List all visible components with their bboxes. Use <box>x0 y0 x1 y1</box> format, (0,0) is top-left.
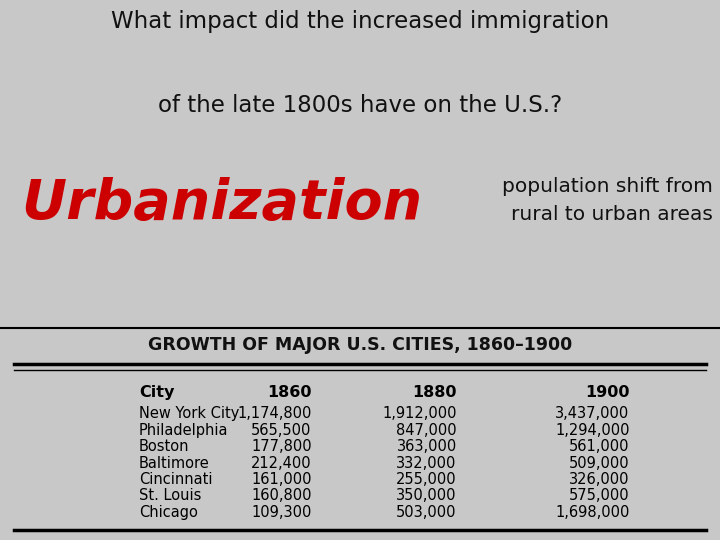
Text: 503,000: 503,000 <box>396 505 456 520</box>
Text: 177,800: 177,800 <box>251 439 312 454</box>
Text: 1,912,000: 1,912,000 <box>382 406 456 421</box>
Text: 161,000: 161,000 <box>251 472 312 487</box>
Text: 255,000: 255,000 <box>396 472 456 487</box>
Text: 565,500: 565,500 <box>251 423 312 438</box>
Text: 1880: 1880 <box>413 385 456 400</box>
Text: 1,698,000: 1,698,000 <box>555 505 629 520</box>
Text: 363,000: 363,000 <box>397 439 456 454</box>
Text: Cincinnati: Cincinnati <box>139 472 212 487</box>
Text: 1860: 1860 <box>267 385 312 400</box>
Text: 160,800: 160,800 <box>251 488 312 503</box>
Text: Baltimore: Baltimore <box>139 456 210 470</box>
Text: New York City: New York City <box>139 406 239 421</box>
Text: 212,400: 212,400 <box>251 456 312 470</box>
Text: population shift from
rural to urban areas: population shift from rural to urban are… <box>502 178 713 225</box>
Text: Urbanization: Urbanization <box>22 178 423 232</box>
Text: 1,174,800: 1,174,800 <box>238 406 312 421</box>
Text: City: City <box>139 385 174 400</box>
Text: of the late 1800s have on the U.S.?: of the late 1800s have on the U.S.? <box>158 94 562 117</box>
Text: What impact did the increased immigration: What impact did the increased immigratio… <box>111 10 609 33</box>
Text: 1,294,000: 1,294,000 <box>555 423 629 438</box>
Text: 847,000: 847,000 <box>396 423 456 438</box>
Text: 109,300: 109,300 <box>251 505 312 520</box>
Text: Philadelphia: Philadelphia <box>139 423 228 438</box>
Text: Chicago: Chicago <box>139 505 198 520</box>
Text: 350,000: 350,000 <box>396 488 456 503</box>
Text: 1900: 1900 <box>585 385 629 400</box>
Text: Boston: Boston <box>139 439 189 454</box>
Text: 575,000: 575,000 <box>569 488 629 503</box>
Text: 561,000: 561,000 <box>569 439 629 454</box>
Text: 509,000: 509,000 <box>569 456 629 470</box>
Text: St. Louis: St. Louis <box>139 488 201 503</box>
Text: 332,000: 332,000 <box>397 456 456 470</box>
Text: 3,437,000: 3,437,000 <box>555 406 629 421</box>
Text: GROWTH OF MAJOR U.S. CITIES, 1860–1900: GROWTH OF MAJOR U.S. CITIES, 1860–1900 <box>148 335 572 354</box>
Text: 326,000: 326,000 <box>569 472 629 487</box>
